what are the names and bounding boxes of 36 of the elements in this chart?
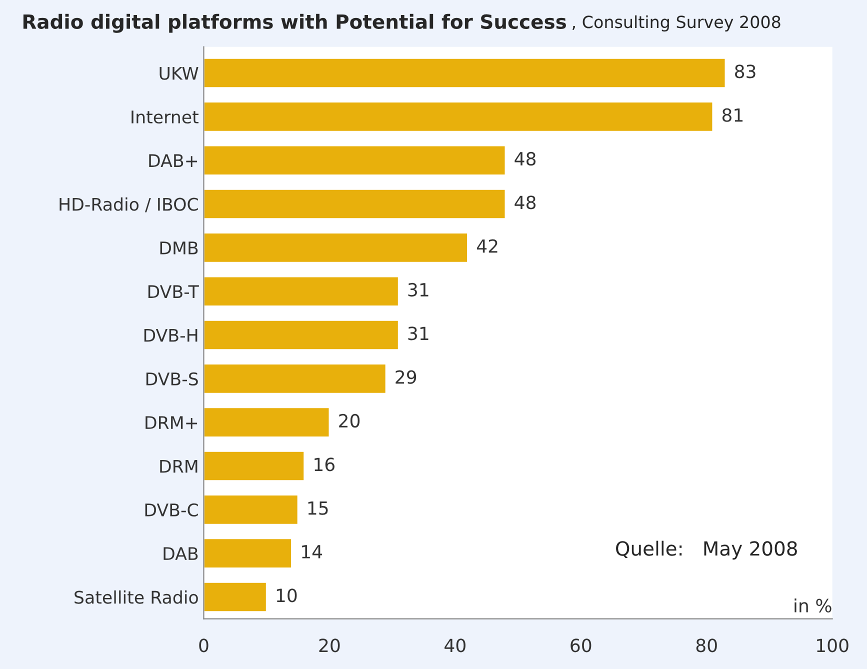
y-tick-label: UKW [160,66,198,80]
annotation: Quelle: May 2008 [616,540,797,560]
data-label: 15 [308,501,328,515]
y-tick-label: DRM [160,460,198,473]
y-tick-label: Internet [132,110,198,124]
x-tick-label: 20 [319,638,340,652]
x-tick-label: 100 [817,638,848,652]
y-tick-label: Satellite Radio [74,590,198,604]
data-label: 42 [476,239,498,253]
x-axis-title: in % [794,598,832,612]
data-label: 29 [396,370,416,384]
x-tick-label: 40 [444,638,466,652]
data-label: 81 [722,108,743,122]
data-label: 14 [302,545,322,558]
y-tick-label: DVB-H [144,328,198,342]
x-tick-label: 0 [199,638,208,652]
y-tick-label: DAB+ [149,154,198,167]
data-label: 20 [339,414,360,428]
x-tick-label: 80 [696,638,717,652]
y-tick-label: DVB-T [148,285,199,298]
data-label: 31 [408,282,428,297]
data-label: 48 [514,152,536,166]
y-tick-label: DMB [160,242,198,254]
data-label: 83 [735,64,756,78]
y-tick-label: HD-Radio / IBOC [60,197,198,212]
x-tick-label: 60 [570,638,592,652]
chart-subtitle: , Consulting Survey 2008 [572,15,780,32]
data-label: 31 [408,326,428,340]
data-label: 16 [314,458,334,472]
y-tick-label: DVB-S [146,372,198,386]
data-label: 10 [276,588,297,602]
y-tick-label: DRM+ [146,416,198,429]
y-tick-label: DAB [164,547,198,560]
y-tick-label: DVB-C [145,503,198,517]
data-label: 48 [514,196,536,210]
chart-title: Radio digital platforms with Potential for Success [23,14,566,33]
